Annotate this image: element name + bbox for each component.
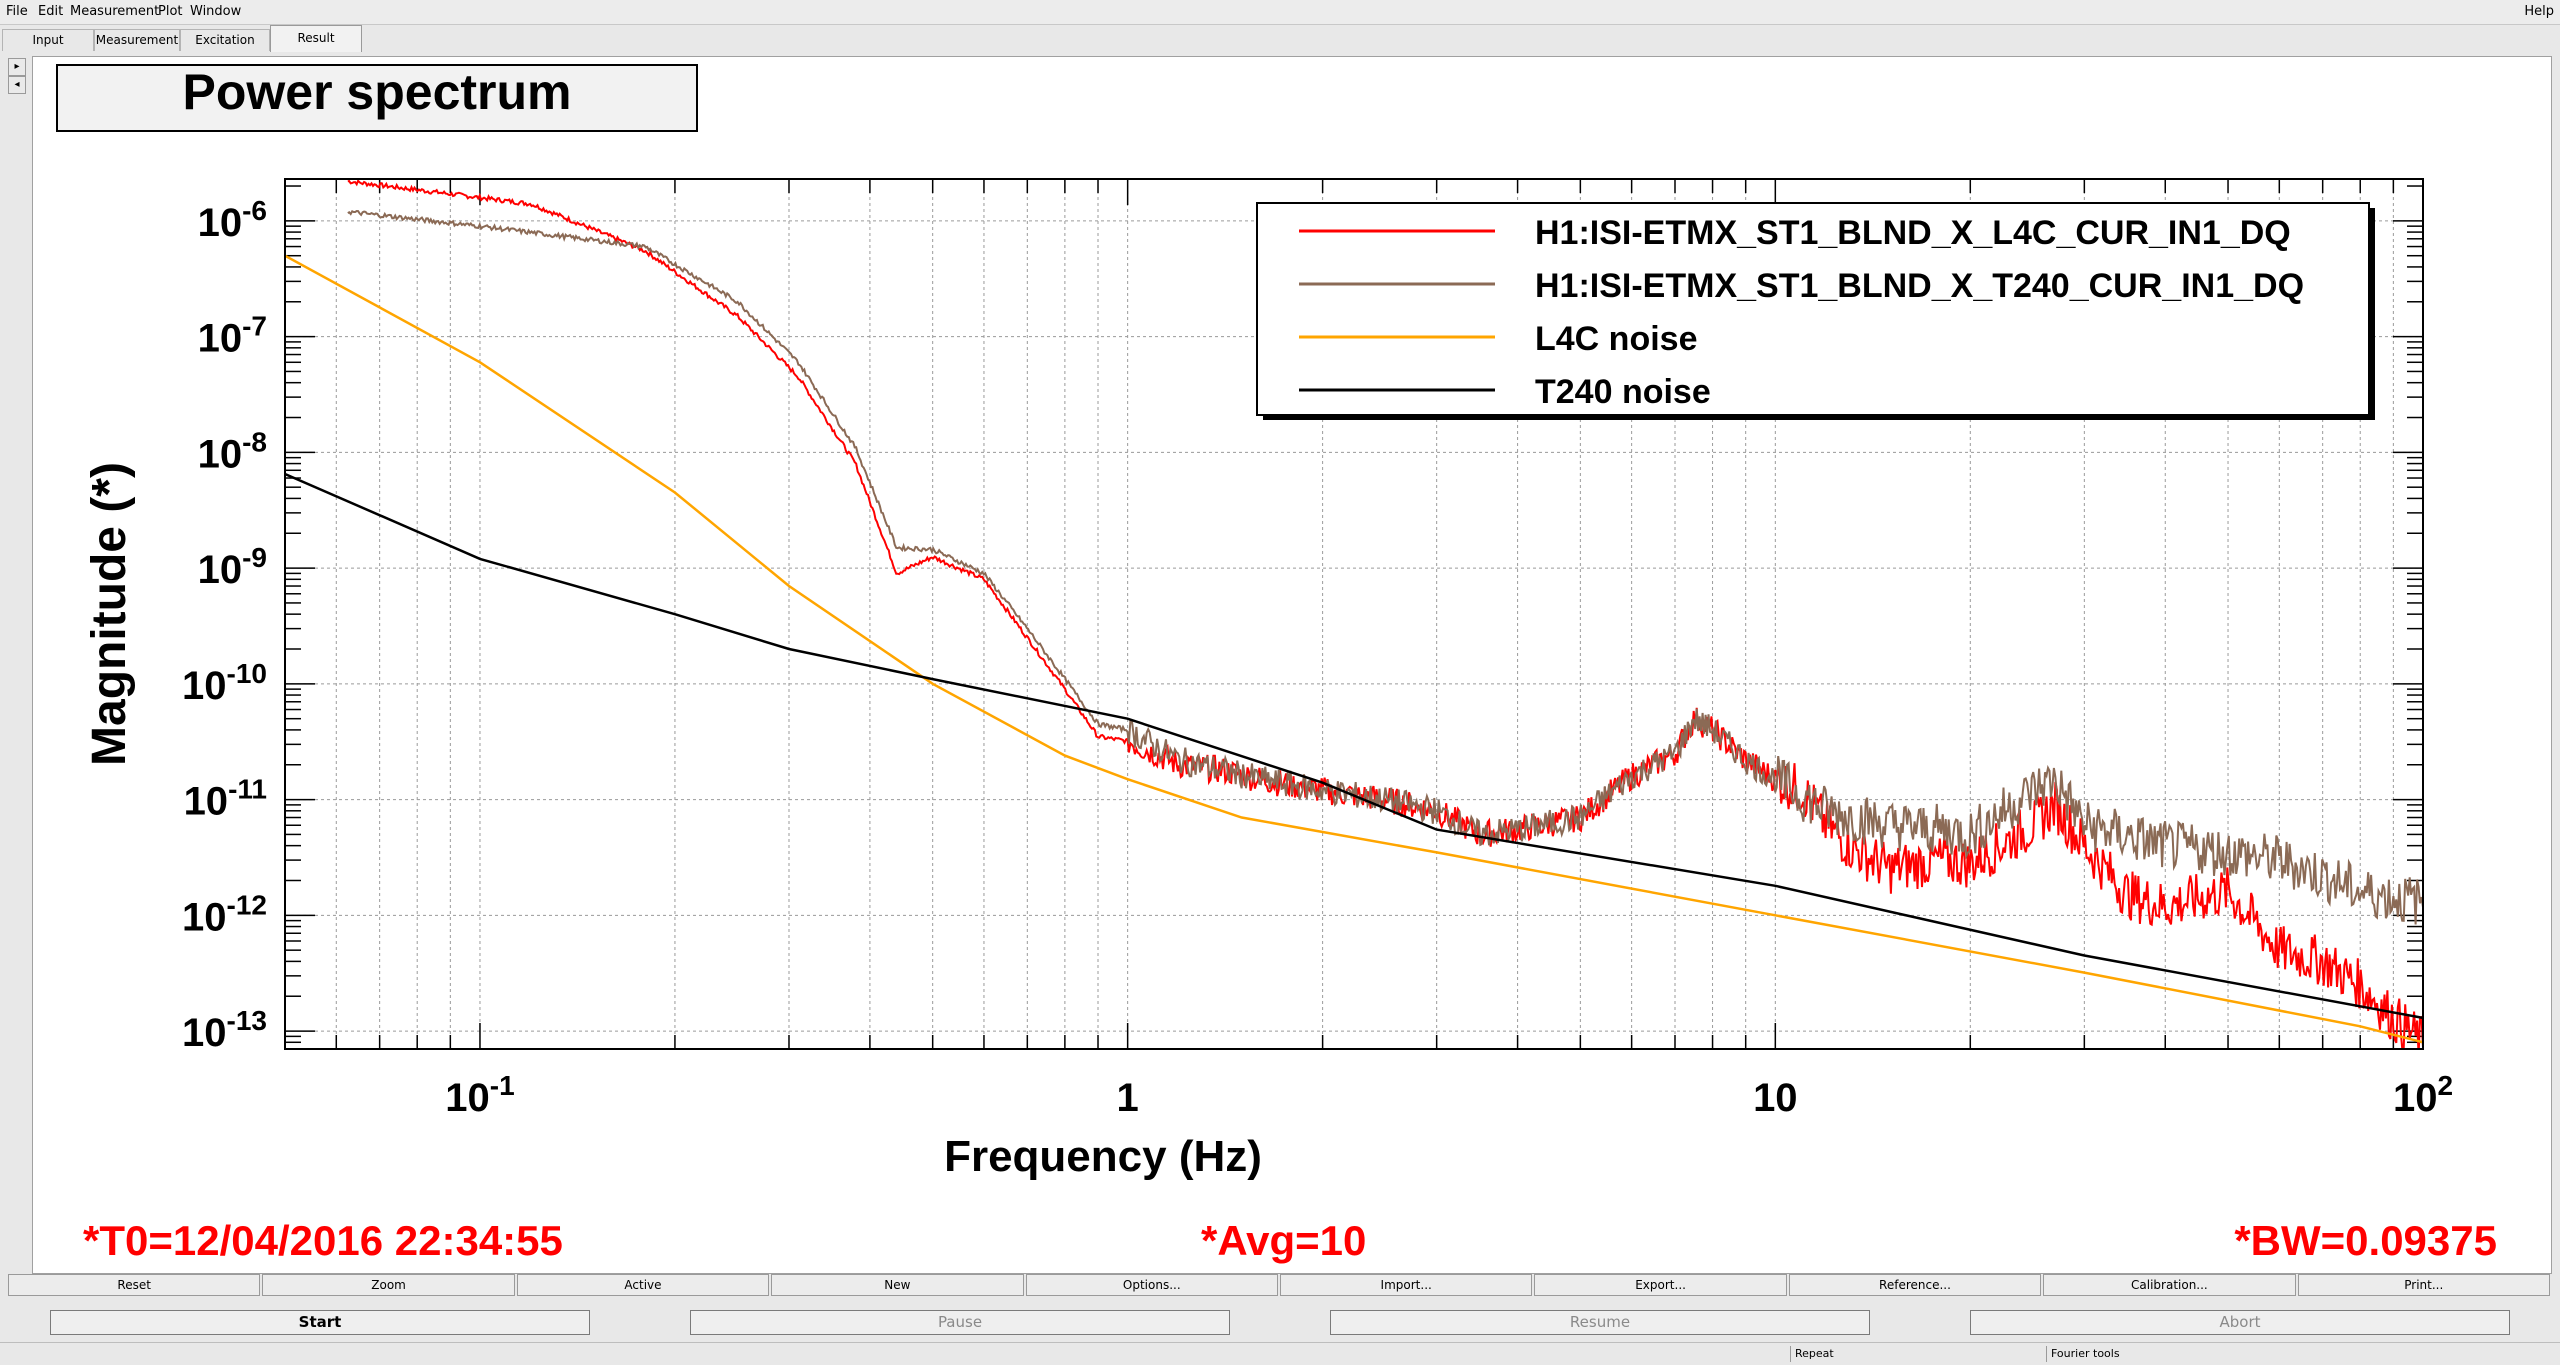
series-line bbox=[347, 209, 2423, 925]
legend-label: H1:ISI-ETMX_ST1_BLND_X_T240_CUR_IN1_DQ bbox=[1535, 267, 2304, 305]
y-tick-label: 10-9 bbox=[198, 542, 267, 592]
axis-ticks bbox=[284, 179, 2424, 1050]
y-tick-label: 10-11 bbox=[184, 774, 267, 824]
x-tick-label: 102 bbox=[2393, 1070, 2453, 1120]
y-tick-label: 10-12 bbox=[182, 889, 267, 939]
menu-file[interactable]: File bbox=[6, 4, 28, 19]
tab-result[interactable]: Result bbox=[270, 25, 362, 52]
reset-button[interactable]: Reset bbox=[8, 1274, 261, 1296]
tab-input[interactable]: Input bbox=[2, 29, 94, 51]
legend-label: T240 noise bbox=[1535, 373, 1711, 411]
zoom-button[interactable]: Zoom bbox=[262, 1274, 515, 1296]
power-spectrum-plot[interactable]: Power spectrum 10-1 1 10 102 10-610-710-810… bbox=[33, 57, 2551, 1273]
menu-plot[interactable]: Plot bbox=[158, 4, 183, 19]
options-button[interactable]: Options... bbox=[1025, 1274, 1278, 1296]
calibration-button[interactable]: Calibration... bbox=[2043, 1274, 2296, 1296]
t0-status: *T0=12/04/2016 22:34:55 bbox=[83, 1217, 563, 1264]
abort-button[interactable]: Abort bbox=[1970, 1310, 2510, 1335]
bw-status: *BW=0.09375 bbox=[2234, 1217, 2497, 1264]
expand-panel-icon[interactable]: ▸ bbox=[8, 58, 26, 76]
menu-edit[interactable]: Edit bbox=[38, 4, 64, 19]
pause-button[interactable]: Pause bbox=[690, 1310, 1230, 1335]
plot-title: Power spectrum bbox=[182, 64, 571, 120]
series-line bbox=[285, 254, 2423, 1044]
y-tick-label: 10-10 bbox=[182, 658, 267, 708]
resume-button[interactable]: Resume bbox=[1330, 1310, 1870, 1335]
status-bar: Repeat Fourier tools bbox=[0, 1342, 2560, 1365]
control-button-row: Start Pause Resume Abort bbox=[0, 1310, 2560, 1340]
tab-excitation[interactable]: Excitation bbox=[180, 29, 270, 51]
plot-title-box bbox=[56, 64, 698, 132]
legend: H1:ISI-ETMX_ST1_BLND_X_L4C_CUR_IN1_DQ H1:… bbox=[1256, 202, 2375, 420]
series-line bbox=[285, 472, 2423, 1020]
y-tick-labels: 10-6 10-7 10-8 10-9 10-10 10-11 10-12 10-13 bbox=[182, 195, 267, 1055]
x-tick-label: 1 bbox=[1117, 1076, 1139, 1120]
x-tick-label: 10 bbox=[1753, 1076, 1798, 1120]
y-tick-label: 10-13 bbox=[182, 1005, 267, 1055]
series-lines bbox=[285, 179, 2423, 1049]
plot-button-row: Reset Zoom Active New Options... Import... Exp… bbox=[8, 1274, 2552, 1298]
y-tick-label: 10-6 bbox=[198, 195, 267, 245]
print-button[interactable]: Print... bbox=[2297, 1274, 2550, 1296]
export-button[interactable]: Export... bbox=[1534, 1274, 1787, 1296]
active-button[interactable]: Active bbox=[516, 1274, 770, 1296]
y-tick-label: 10-7 bbox=[198, 311, 267, 361]
y-tick-label: 10-8 bbox=[198, 426, 267, 476]
menu-window[interactable]: Window bbox=[190, 4, 242, 19]
tab-bar: Input Measurement Excitation Result bbox=[0, 25, 2560, 55]
menu-help[interactable]: Help bbox=[2524, 4, 2554, 19]
menu-bar: File Edit Measurement Plot Window Help bbox=[0, 0, 2560, 25]
start-button[interactable]: Start bbox=[50, 1310, 590, 1335]
legend-label: L4C noise bbox=[1535, 320, 1697, 358]
import-button[interactable]: Import... bbox=[1280, 1274, 1533, 1296]
reference-button[interactable]: Reference... bbox=[1788, 1274, 2042, 1296]
y-axis-label: Magnitude (*) bbox=[83, 462, 136, 766]
x-tick-label: 10-1 bbox=[445, 1070, 514, 1120]
fourier-tools-status: Fourier tools bbox=[2046, 1346, 2551, 1362]
tab-measurement[interactable]: Measurement bbox=[94, 29, 180, 51]
x-tick-labels: 10-1 1 10 102 bbox=[445, 1070, 2453, 1120]
menu-measurement[interactable]: Measurement bbox=[70, 4, 160, 19]
new-button[interactable]: New bbox=[771, 1274, 1024, 1296]
legend-label: H1:ISI-ETMX_ST1_BLND_X_L4C_CUR_IN1_DQ bbox=[1535, 214, 2291, 252]
collapse-panel-icon[interactable]: ◂ bbox=[8, 76, 26, 94]
x-axis-label: Frequency (Hz) bbox=[944, 1132, 1262, 1181]
repeat-status: Repeat bbox=[1790, 1346, 2045, 1362]
avg-status: *Avg=10 bbox=[1201, 1217, 1366, 1264]
plot-pane[interactable]: Power spectrum 10-1 1 10 102 10-6 10-7 10-8 10… bbox=[32, 56, 2552, 1274]
series-line bbox=[347, 179, 2423, 1049]
